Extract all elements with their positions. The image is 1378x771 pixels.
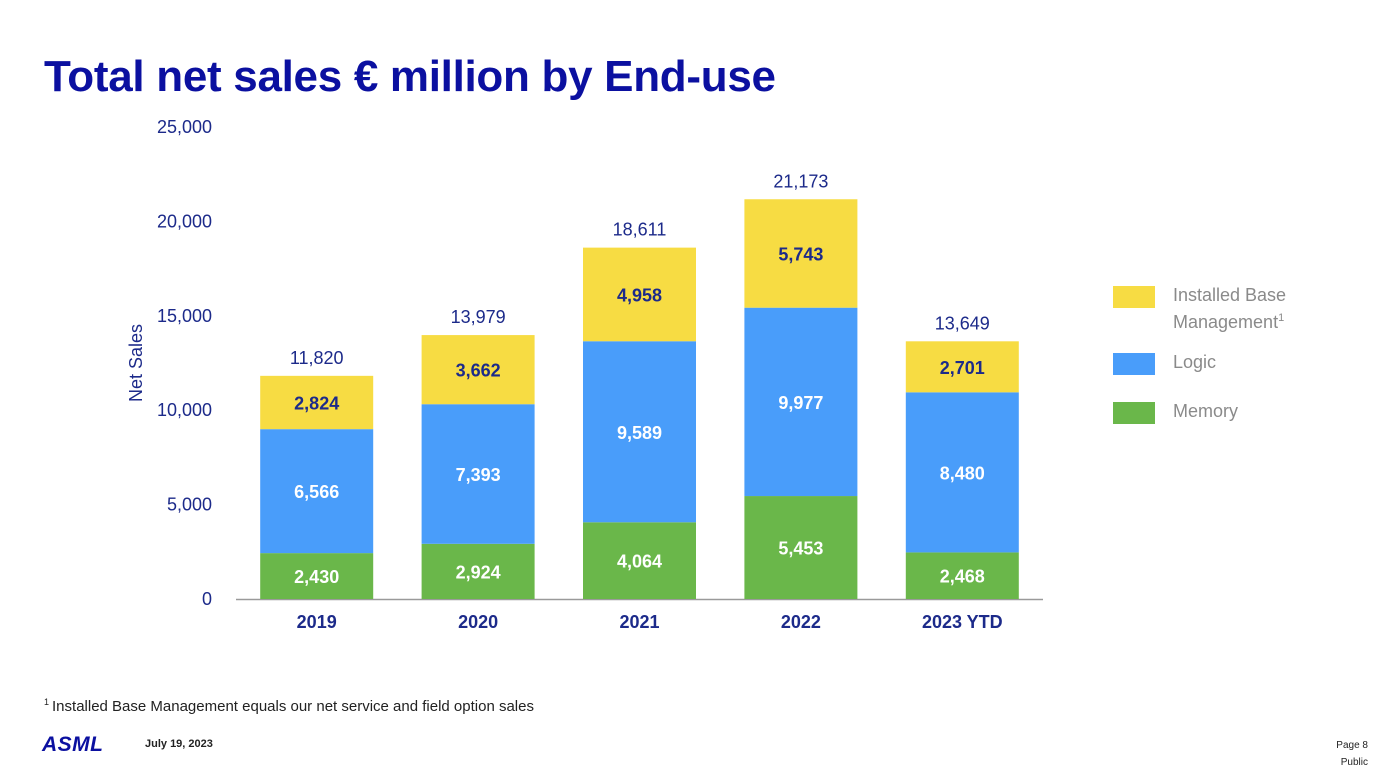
legend-label-logic: Logic	[1173, 352, 1217, 372]
legend-label-memory: Memory	[1173, 401, 1239, 421]
bar-segment-installed-base-management	[260, 375, 374, 430]
footer-date: July 19, 2023	[145, 738, 213, 750]
bar-total-label: 18,611	[613, 220, 667, 240]
bar-value-label: 3,662	[456, 361, 501, 381]
bar-value-label: 2,824	[294, 393, 339, 413]
y-tick-label: 15,000	[157, 306, 212, 326]
footnote: 1 Installed Base Management equals our ne…	[44, 697, 534, 715]
bar-value-label: 2,924	[456, 562, 501, 582]
x-tick-label: 2021	[619, 612, 659, 632]
bar-value-label: 2,430	[294, 567, 339, 587]
y-tick-label: 10,000	[157, 400, 212, 420]
bar-value-label: 4,064	[617, 552, 662, 572]
bar-value-label: 5,743	[778, 244, 823, 264]
bar-value-label: 9,589	[617, 423, 662, 443]
legend-swatch-installed-base	[1113, 286, 1155, 308]
bar-segment-memory	[421, 543, 535, 599]
x-tick-label: 2019	[297, 612, 337, 632]
bar-segment-memory	[744, 496, 858, 599]
bar-segment-installed-base-management	[421, 335, 535, 405]
x-tick-label: 2023 YTD	[922, 612, 1003, 632]
bar-value-label: 5,453	[778, 539, 823, 559]
bar-total-label: 13,979	[451, 307, 506, 327]
bar-total-label: 13,649	[935, 313, 990, 333]
legend-item-logic: Logic	[1113, 351, 1216, 375]
legend-label-installed-base: Installed Base Management1	[1173, 284, 1286, 334]
legend-label-line2: Management	[1173, 312, 1279, 332]
asml-logo: ASML	[42, 733, 104, 756]
bar-segment-logic	[421, 404, 535, 544]
legend-item-installed-base: Installed Base Management1	[1113, 284, 1286, 334]
legend-label-line1: Installed Base	[1173, 285, 1287, 305]
x-tick-label: 2022	[781, 612, 821, 632]
y-tick-label: 25,000	[157, 117, 212, 137]
bar-value-label: 2,701	[940, 358, 985, 378]
page-title: Total net sales € million by End-use	[44, 52, 776, 101]
bar-total-label: 11,820	[290, 348, 344, 368]
bar-value-label: 8,480	[940, 463, 985, 483]
bar-value-label: 4,958	[617, 285, 662, 305]
y-axis-label: Net Sales	[126, 324, 146, 402]
bar-total-label: 21,173	[773, 171, 828, 191]
bar-segment-logic	[744, 307, 858, 497]
classification-label: Public	[1340, 757, 1368, 768]
bar-segment-memory	[583, 522, 696, 599]
footnote-text: Installed Base Management equals our net…	[52, 698, 534, 715]
legend-item-memory: Memory	[1113, 400, 1238, 424]
bar-segment-logic	[905, 392, 1019, 553]
legend-swatch-logic	[1113, 353, 1155, 375]
y-tick-label: 20,000	[157, 211, 212, 231]
bar-segment-memory	[905, 552, 1019, 599]
bar-segment-installed-base-management	[583, 247, 696, 342]
bar-segment-installed-base-management	[905, 341, 1019, 393]
bar-segment-logic	[583, 341, 696, 523]
y-tick-label: 0	[202, 589, 212, 609]
legend-swatch-memory	[1113, 402, 1155, 424]
x-tick-label: 2020	[458, 612, 498, 632]
bar-value-label: 9,977	[778, 393, 823, 413]
footnote-marker: 1	[44, 697, 50, 707]
bar-segment-memory	[260, 553, 374, 599]
page-number: Page 8	[1336, 740, 1368, 751]
bar-segment-installed-base-management	[744, 199, 858, 308]
bar-value-label: 6,566	[294, 482, 339, 502]
bar-value-label: 2,468	[940, 567, 985, 587]
legend-superscript: 1	[1278, 312, 1285, 324]
y-tick-label: 5,000	[167, 495, 212, 515]
bar-value-label: 7,393	[456, 465, 501, 485]
bar-segment-logic	[260, 429, 374, 554]
